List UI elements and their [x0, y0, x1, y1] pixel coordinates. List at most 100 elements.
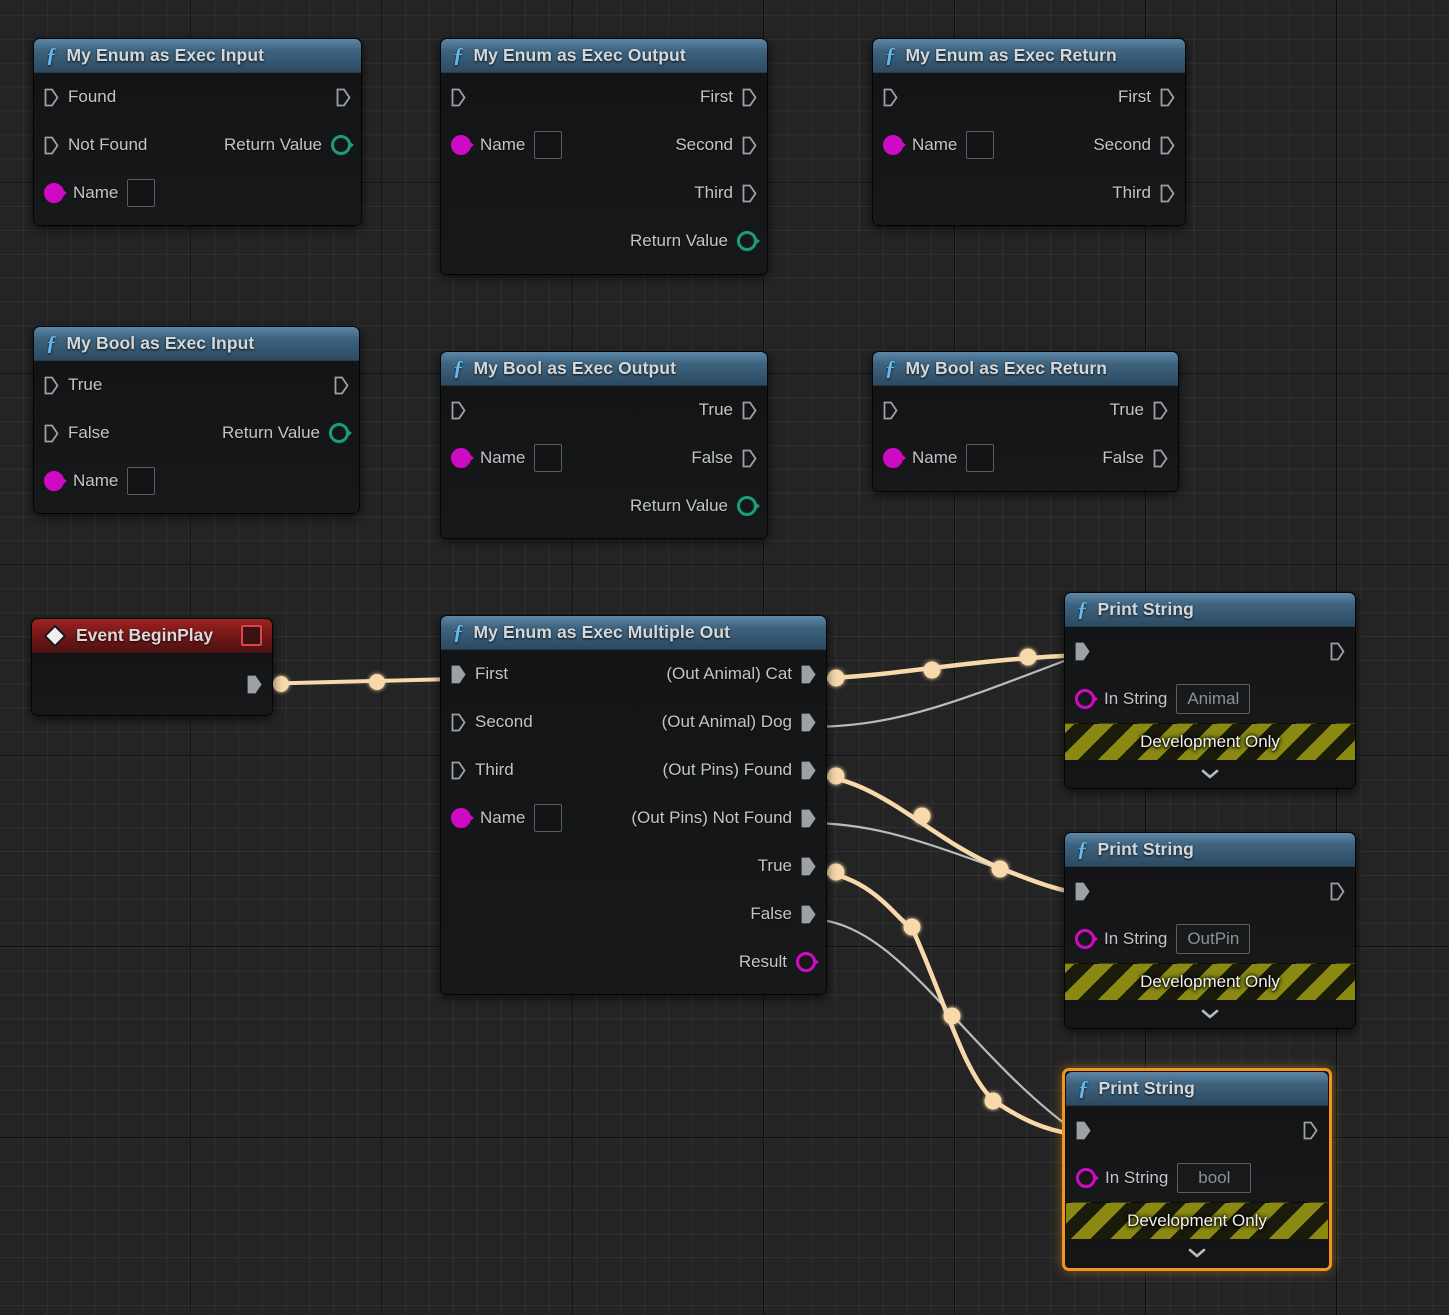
exec-pin-icon[interactable]: [801, 665, 816, 684]
name-value-input[interactable]: [534, 131, 563, 159]
exec-pin-icon[interactable]: [451, 88, 466, 107]
development-only-label: Development Only: [1140, 972, 1280, 991]
name-pin-icon[interactable]: [451, 808, 474, 828]
pin-label-found: Found: [68, 87, 117, 106]
exec-pin-icon[interactable]: [451, 665, 466, 684]
exec-pin-icon[interactable]: [801, 905, 816, 924]
exec-pin-icon[interactable]: [801, 713, 816, 732]
exec-pin-icon[interactable]: [334, 376, 349, 395]
event-diamond-icon: [43, 624, 67, 647]
exec-pin-icon[interactable]: [451, 761, 466, 780]
node-my-enum-as-exec-return[interactable]: ƒ My Enum as Exec Return First Name: [872, 38, 1186, 226]
node-my-bool-as-exec-return[interactable]: ƒ My Bool as Exec Return True Name: [872, 351, 1179, 492]
in-string-input[interactable]: Animal: [1176, 684, 1251, 714]
exec-pin-icon[interactable]: [1160, 184, 1175, 203]
exec-pin-icon[interactable]: [1303, 1121, 1318, 1140]
node-event-beginplay[interactable]: Event BeginPlay: [31, 618, 273, 716]
exec-pin-icon[interactable]: [742, 449, 757, 468]
exec-pin-icon[interactable]: [801, 761, 816, 780]
exec-pin-icon[interactable]: [1075, 882, 1090, 901]
name-pin-icon[interactable]: [883, 135, 906, 155]
exec-pin-icon[interactable]: [451, 401, 466, 420]
expand-node-button[interactable]: [1065, 1000, 1355, 1028]
node-print-string-outpin[interactable]: ƒ Print String In String OutPin Developm…: [1064, 832, 1356, 1029]
name-pin-icon[interactable]: [883, 448, 906, 468]
node-my-enum-as-exec-input[interactable]: ƒ My Enum as Exec Input Found Not Found: [33, 38, 362, 226]
name-value-input[interactable]: [966, 131, 995, 159]
node-print-string-bool[interactable]: ƒ Print String In String bool Developmen…: [1062, 1068, 1332, 1271]
name-pin-icon[interactable]: [451, 448, 474, 468]
string-pin-icon[interactable]: [1075, 929, 1098, 949]
name-value-input[interactable]: [534, 804, 563, 832]
node-title: Print String: [1097, 839, 1194, 859]
pin-label-second: Second: [475, 712, 533, 731]
bool-pin-icon[interactable]: [737, 231, 760, 251]
node-title-bar: ƒ My Enum as Exec Return: [873, 39, 1185, 73]
pin-row: First (Out Animal) Cat: [441, 650, 826, 698]
string-pin-icon[interactable]: [1075, 689, 1098, 709]
name-pin-icon[interactable]: [451, 135, 474, 155]
name-value-input[interactable]: [127, 179, 156, 207]
node-print-string-animal[interactable]: ƒ Print String In String Animal Developm…: [1064, 592, 1356, 789]
node-my-enum-as-exec-multiple-out[interactable]: ƒ My Enum as Exec Multiple Out First (Ou…: [440, 615, 827, 995]
bool-pin-icon[interactable]: [329, 423, 352, 443]
in-string-input[interactable]: bool: [1177, 1163, 1252, 1193]
exec-pin-icon[interactable]: [801, 809, 816, 828]
exec-pin-icon[interactable]: [742, 88, 757, 107]
pin-row: First: [441, 73, 767, 121]
name-pin-icon[interactable]: [44, 471, 67, 491]
in-string-input[interactable]: OutPin: [1176, 924, 1251, 954]
expand-node-button[interactable]: [1066, 1239, 1328, 1267]
node-title: My Bool as Exec Return: [905, 358, 1108, 378]
bool-pin-icon[interactable]: [331, 135, 354, 155]
pin-label-false: False: [1102, 448, 1144, 467]
pin-label-false: False: [691, 448, 733, 467]
exec-pin-icon[interactable]: [1075, 642, 1090, 661]
exec-pin-icon[interactable]: [44, 88, 59, 107]
name-value-input[interactable]: [966, 444, 995, 472]
exec-pin-icon[interactable]: [1153, 401, 1168, 420]
exec-pin-icon[interactable]: [742, 401, 757, 420]
exec-pin-icon[interactable]: [1330, 882, 1345, 901]
pin-label-name: Name: [912, 135, 958, 154]
chevron-down-icon: [1188, 1248, 1206, 1258]
exec-pin-icon[interactable]: [742, 136, 757, 155]
name-pin-icon[interactable]: [796, 952, 819, 972]
exec-pin-icon[interactable]: [1160, 136, 1175, 155]
exec-pin-icon[interactable]: [883, 401, 898, 420]
exec-pin-icon[interactable]: [801, 857, 816, 876]
exec-pin-icon[interactable]: [883, 88, 898, 107]
name-value-input[interactable]: [534, 444, 563, 472]
bool-pin-icon[interactable]: [737, 496, 760, 516]
node-title-bar: ƒ Print String: [1065, 593, 1355, 627]
node-title: My Enum as Exec Input: [66, 45, 265, 65]
exec-pin-icon[interactable]: [1153, 449, 1168, 468]
exec-pin-icon[interactable]: [44, 424, 59, 443]
pin-label-first: First: [1117, 87, 1151, 106]
pin-row: [1065, 627, 1355, 675]
pin-label-return-value: Return Value: [630, 231, 728, 250]
exec-pin-icon[interactable]: [742, 184, 757, 203]
exec-pin-icon[interactable]: [1076, 1121, 1091, 1140]
exec-pin-icon[interactable]: [44, 136, 59, 155]
exec-pin-icon[interactable]: [247, 675, 262, 694]
exec-pin-icon[interactable]: [1160, 88, 1175, 107]
exec-pin-icon[interactable]: [44, 376, 59, 395]
pin-label-name: Name: [480, 448, 526, 467]
pin-label-third: Third: [1112, 183, 1151, 202]
exec-pin-icon[interactable]: [451, 713, 466, 732]
string-pin-icon[interactable]: [1076, 1168, 1099, 1188]
node-title: Print String: [1098, 1078, 1195, 1098]
expand-node-button[interactable]: [1065, 760, 1355, 788]
pin-label-true: True: [757, 856, 792, 875]
exec-pin-icon[interactable]: [336, 88, 351, 107]
event-stop-icon[interactable]: [241, 625, 262, 646]
name-pin-icon[interactable]: [44, 183, 67, 203]
node-my-bool-as-exec-input[interactable]: ƒ My Bool as Exec Input True False: [33, 326, 360, 514]
node-my-enum-as-exec-output[interactable]: ƒ My Enum as Exec Output First Name: [440, 38, 768, 275]
name-value-input[interactable]: [127, 467, 156, 495]
pin-row: Third (Out Pins) Found: [441, 746, 826, 794]
exec-pin-icon[interactable]: [1330, 642, 1345, 661]
node-title: My Bool as Exec Output: [473, 358, 677, 378]
node-my-bool-as-exec-output[interactable]: ƒ My Bool as Exec Output True Name: [440, 351, 768, 539]
